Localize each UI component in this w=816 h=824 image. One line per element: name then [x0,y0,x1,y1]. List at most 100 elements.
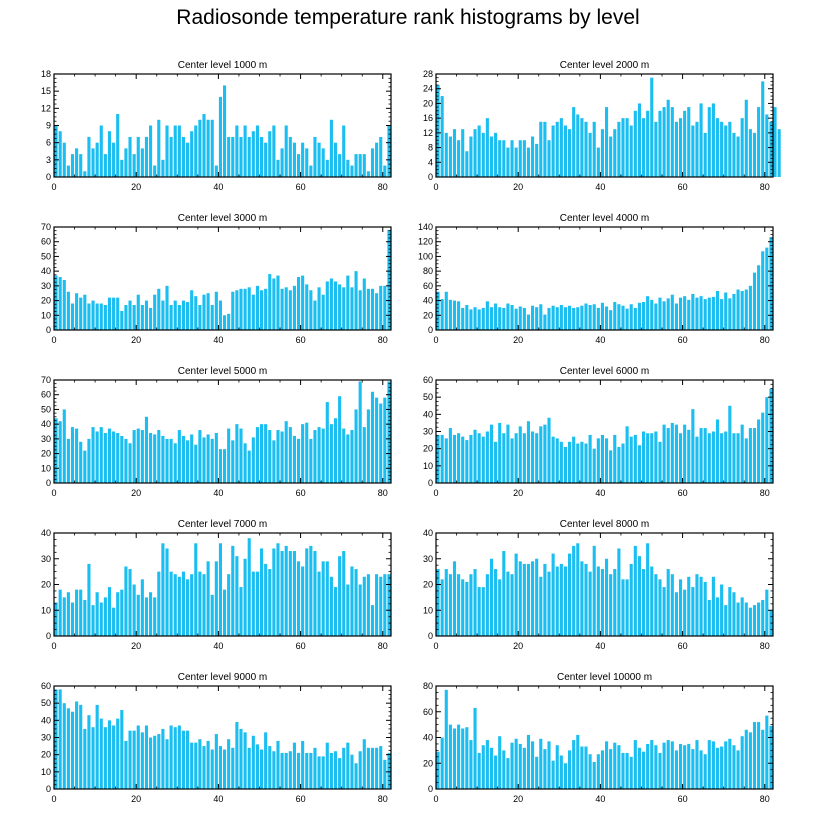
bar [350,566,354,636]
bar [444,132,448,177]
bar [498,140,502,177]
bar [346,275,350,330]
bar [280,551,284,636]
bar [469,740,473,789]
bar [75,428,79,483]
y-tick-label: 0 [46,631,51,641]
bar [489,307,494,330]
bar [362,427,366,483]
bar [757,419,761,483]
bar [99,602,103,636]
bar [728,121,732,177]
bar [580,441,584,483]
bar [683,424,687,483]
bar [551,760,555,789]
bar [99,718,103,789]
bar [346,584,350,636]
bar [202,746,206,789]
x-tick-label: 40 [213,488,223,498]
x-tick-label: 20 [131,335,141,345]
bar [448,136,452,177]
bar [198,571,202,637]
y-tick-label: 40 [423,296,433,306]
bar [379,285,383,330]
bar [333,281,338,330]
bar [539,576,543,636]
bar [600,434,604,483]
bar [243,125,247,177]
bar [103,727,107,789]
bar [498,579,502,636]
bar [646,543,650,636]
bar [296,752,301,789]
bar [107,297,112,330]
y-tick-label: 10 [41,463,51,473]
bar [613,129,617,177]
x-tick-label: 40 [595,335,605,345]
bar [489,747,494,789]
bar [186,440,190,483]
bar [58,689,62,789]
bar [301,275,305,330]
bar [695,436,699,483]
y-tick-label: 0 [46,784,51,794]
bar [543,749,547,789]
bar [190,574,194,636]
x-tick-label: 80 [378,488,388,498]
bar [223,749,227,789]
bar [715,747,720,789]
bar [95,142,99,177]
bar [461,579,465,636]
bar [489,558,494,636]
bar [350,165,354,177]
bar [531,136,535,177]
x-tick-label: 80 [378,641,388,651]
bar [268,430,272,483]
bar [54,275,58,330]
bar [485,301,489,330]
bar [436,291,440,330]
bar [568,553,572,636]
bar [531,561,535,636]
bar [383,285,387,330]
bar [333,751,338,789]
y-tick-label: 10 [41,767,51,777]
bar [342,125,346,177]
bar [206,561,210,636]
bar [296,277,301,330]
bar [309,438,313,483]
bar [194,543,198,636]
bar [58,131,62,177]
bar [687,743,691,789]
bar [448,299,452,330]
bar [580,746,584,789]
bar [518,561,522,636]
bar [440,299,444,330]
bar [572,545,576,637]
bar [288,427,292,483]
bar [177,430,181,483]
bar [691,587,695,636]
bar [670,574,674,636]
bar [116,114,120,177]
bar [95,592,99,636]
bar [605,306,609,330]
x-tick-label: 0 [433,794,438,804]
bar [383,574,387,636]
bar [264,142,268,177]
bar [752,272,757,330]
bar [609,136,613,177]
bar [502,140,506,177]
y-tick-label: 9 [46,121,51,131]
bar [506,758,510,789]
bar [699,103,703,177]
bar [629,436,633,483]
bar [654,431,658,483]
bar [370,605,375,636]
bar [227,428,231,483]
bar [375,574,379,636]
bar [259,424,264,483]
bar [526,421,531,483]
bar [91,427,95,483]
bar [650,566,654,636]
